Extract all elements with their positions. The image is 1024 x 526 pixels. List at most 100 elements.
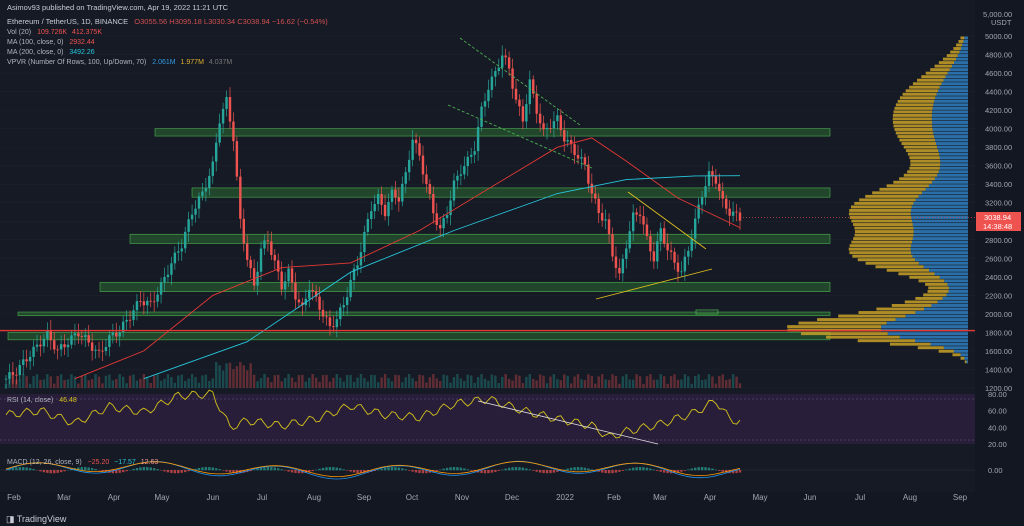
- volume-profile-bar-up: [944, 279, 968, 283]
- volume-bar: [301, 374, 304, 388]
- macd-histogram-bar: [490, 470, 494, 473]
- candle-body: [487, 89, 490, 102]
- candle-body: [628, 231, 631, 249]
- candle-body: [504, 55, 507, 58]
- candle-body: [215, 142, 218, 162]
- vol-value-1: 109.726K: [37, 29, 67, 36]
- zone-5: [7, 332, 831, 341]
- candle-body: [356, 265, 359, 269]
- candle-body: [494, 71, 497, 77]
- candle-body: [673, 251, 676, 263]
- candle-body: [583, 157, 587, 165]
- macd-histogram-bar: [118, 470, 121, 473]
- volume-bar: [325, 374, 328, 388]
- candle-body: [518, 99, 521, 107]
- candle-body: [149, 300, 152, 302]
- time-axis-labels[interactable]: Feb Mar Apr May Jun Jul Aug Sep Oct Nov Dec 2022 Feb…: [7, 493, 968, 502]
- candle-body: [283, 281, 287, 290]
- candle-body: [697, 204, 700, 219]
- volume-bar: [704, 379, 707, 388]
- volume-profile-bar-down: [851, 240, 913, 244]
- volume-bar: [504, 374, 507, 388]
- macd-histogram-bar: [587, 468, 590, 471]
- candlesticks: [4, 45, 742, 389]
- volume-profile-bar-down: [892, 120, 932, 124]
- candle-body: [118, 332, 121, 337]
- candle-body: [373, 204, 376, 212]
- candle-body: [542, 123, 545, 130]
- candle-body: [308, 289, 311, 299]
- volume-bar: [625, 374, 628, 388]
- volume-bar: [366, 381, 370, 388]
- candle-body: [725, 198, 728, 209]
- macd-histogram-bar: [556, 470, 559, 472]
- macd-histogram-bar: [290, 470, 294, 473]
- macd-histogram-bar: [604, 470, 607, 474]
- volume-bar: [273, 375, 276, 388]
- volume-profile-bar-down: [897, 135, 935, 138]
- rsi-label: RSI (14, close): [7, 397, 53, 404]
- candle-body: [84, 335, 87, 338]
- volume-bar: [35, 374, 39, 388]
- volume-bar: [725, 380, 728, 388]
- candle-body: [49, 330, 53, 341]
- macd-histogram-bar: [177, 470, 180, 474]
- countdown-value: 14:38:48: [983, 222, 1012, 231]
- price-axis-ticks[interactable]: 5000.00 4800.00 4600.00 4400.00 4200.00 4000.…: [985, 32, 1012, 393]
- volume-bar: [232, 369, 235, 388]
- volume-profile-bar-down: [876, 307, 925, 311]
- macd-histogram-bar: [318, 468, 321, 471]
- macd-histogram-bar: [552, 470, 556, 473]
- volume-bar: [139, 378, 142, 388]
- candle-body: [680, 271, 683, 273]
- macd-histogram-bar: [718, 470, 721, 471]
- time-axis-panel: [0, 492, 1024, 512]
- volume-profile-bar-down: [851, 219, 913, 223]
- volume-profile-bar-up: [945, 75, 968, 79]
- volume-bar: [487, 380, 490, 388]
- macd-histogram-bar: [101, 470, 104, 472]
- tradingview-brand[interactable]: ◨ TradingView: [6, 514, 66, 525]
- candle-body: [611, 234, 614, 257]
- macd-histogram-bar: [618, 470, 621, 472]
- candle-body: [480, 106, 483, 127]
- candle-body: [194, 208, 197, 215]
- candle-body: [111, 332, 115, 336]
- macd-histogram-bar: [407, 470, 411, 471]
- volume-profile-bar-down: [854, 201, 914, 205]
- candle-body: [707, 171, 711, 187]
- candle-body: [387, 201, 390, 217]
- volume-profile-bar-down: [925, 282, 948, 286]
- price-tick-label: 1600.00: [985, 347, 1012, 356]
- volume-profile-bar-down: [798, 321, 887, 325]
- vpvr-indicator: VPVR (Number Of Rows, 100, Up/Down, 70) …: [7, 59, 232, 66]
- volume-profile-bar-up: [931, 304, 968, 307]
- volume-bar: [294, 381, 297, 388]
- candle-body: [711, 171, 714, 177]
- candle-body: [635, 212, 638, 215]
- rsi-axis-ticks: 80.00 60.00 40.00 20.00: [988, 390, 1007, 449]
- macd-histogram-bar: [466, 469, 469, 471]
- volume-bar: [673, 374, 676, 388]
- volume-profile-bar-up: [905, 314, 968, 318]
- macd-histogram-bar: [273, 467, 276, 471]
- volume-bar: [287, 374, 290, 388]
- candle-body: [669, 250, 673, 252]
- macd-histogram-bar: [445, 467, 449, 471]
- volume-bar: [656, 379, 659, 388]
- macd-histogram-bar: [197, 467, 201, 471]
- candle-body: [438, 225, 442, 229]
- candle-body: [232, 121, 235, 142]
- candle-body: [239, 176, 242, 219]
- volume-bar: [73, 376, 77, 388]
- volume-profile-bar-up: [912, 254, 968, 258]
- volume-bar: [304, 381, 308, 388]
- ma200-value: 3492.26: [69, 49, 94, 56]
- volume-bar: [49, 376, 53, 388]
- macd-histogram-bar: [597, 470, 600, 472]
- volume-profile-bar-down: [894, 128, 933, 131]
- candle-body: [714, 176, 718, 184]
- macd-histogram-bar: [194, 468, 197, 471]
- macd-histogram-bar: [77, 467, 80, 471]
